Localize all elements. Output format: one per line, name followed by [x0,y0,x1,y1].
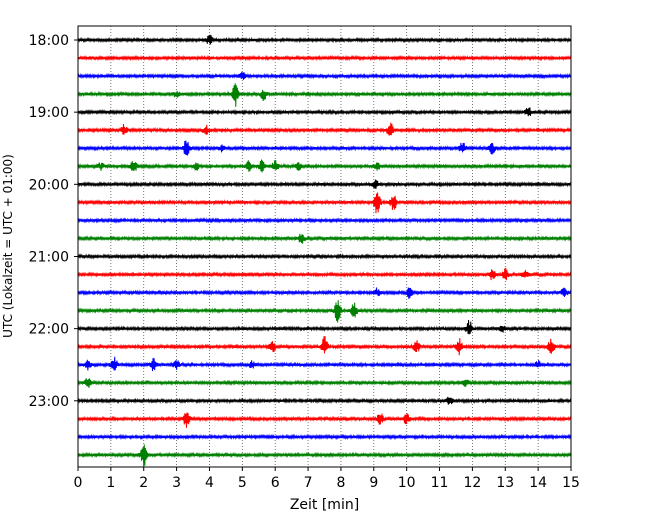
trace-line [77,396,572,405]
trace-line [77,71,572,80]
trace-line [77,433,572,441]
x-tick-label: 2 [139,475,148,491]
y-tick-label: 23:00 [29,394,69,410]
trace-line [77,159,572,173]
trace-line [77,140,572,156]
trace-line [77,83,572,107]
y-tick-label: 22:00 [29,322,69,338]
y-axis-label: UTC (Lokalzeit = UTC + 01:00) [1,154,15,338]
x-tick-label: 14 [529,475,547,491]
x-axis-label: Zeit [min] [290,497,359,513]
x-tick-label: 13 [496,475,514,491]
trace-line [77,34,572,45]
trace-line [77,253,572,260]
trace-line [77,320,572,335]
trace-line [77,412,572,428]
trace-line [77,233,572,244]
trace-line [77,356,572,372]
y-tick-label: 18:00 [29,33,69,49]
y-axis: 18:00 19:00 20:00 21:00 22:00 23:00 [29,33,78,410]
trace-line [77,287,572,300]
plot-frame [77,25,572,468]
x-tick-label: 12 [463,475,481,491]
trace-line [77,336,572,356]
traces-group [77,34,572,467]
trace-line [77,378,572,388]
x-tick-label: 1 [106,475,115,491]
x-axis: 0 1 2 3 4 5 6 7 8 9 10 11 12 13 14 15 [74,467,580,491]
y-tick-label: 19:00 [29,105,69,121]
trace-line [77,179,572,189]
x-tick-label: 10 [398,475,416,491]
trace-line [77,444,572,467]
y-tick-label: 21:00 [29,249,69,265]
x-tick-label: 8 [336,475,345,491]
x-tick-label: 9 [369,475,378,491]
x-tick-label: 7 [304,475,313,491]
x-tick-label: 6 [271,475,280,491]
x-tick-label: 15 [562,475,580,491]
trace-line [77,192,572,214]
trace-line [77,122,572,136]
x-tick-label: 4 [205,475,214,491]
x-tick-label: 3 [172,475,181,491]
y-tick-label: 20:00 [29,177,69,193]
x-tick-label: 0 [74,475,83,491]
plot-background [78,26,571,467]
x-tick-label: 11 [431,475,449,491]
trace-line [77,300,572,323]
trace-line [77,217,572,224]
trace-line [77,54,572,62]
x-tick-label: 5 [238,475,247,491]
trace-line [77,268,572,281]
trace-line [77,107,572,117]
